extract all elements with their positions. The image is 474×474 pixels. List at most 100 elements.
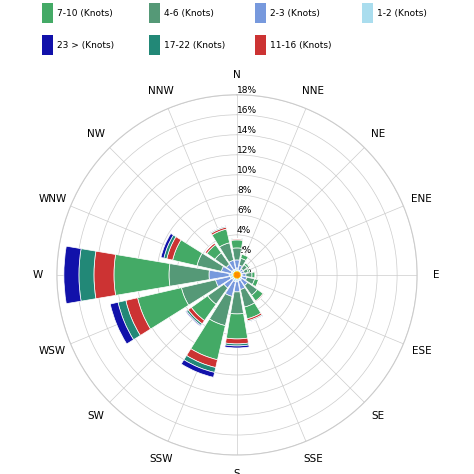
Bar [64, 246, 81, 304]
Bar [237, 277, 240, 281]
Bar [241, 264, 247, 271]
Bar [225, 281, 236, 296]
Bar [240, 278, 247, 285]
Bar [247, 315, 263, 322]
Bar [255, 280, 259, 287]
Bar [245, 303, 261, 319]
Bar [197, 253, 223, 271]
Bar [230, 275, 235, 279]
Bar [226, 338, 248, 344]
Bar [227, 264, 234, 272]
Bar [208, 284, 228, 304]
Bar [205, 243, 216, 254]
Bar [210, 293, 232, 326]
Bar [239, 271, 241, 273]
Bar [240, 274, 242, 276]
Bar [231, 238, 243, 239]
Bar [255, 293, 264, 302]
FancyBboxPatch shape [149, 3, 159, 23]
Bar [235, 260, 239, 268]
Bar [242, 273, 246, 276]
Bar [182, 280, 219, 305]
Bar [244, 263, 249, 268]
Bar [248, 316, 263, 322]
Bar [110, 302, 134, 344]
Bar [240, 288, 255, 307]
Bar [252, 279, 258, 287]
Bar [209, 270, 229, 280]
Bar [205, 243, 214, 252]
Bar [219, 243, 234, 262]
Bar [233, 277, 237, 282]
Bar [236, 268, 238, 272]
Text: 17-22 (Knots): 17-22 (Knots) [164, 41, 225, 49]
Polygon shape [234, 272, 240, 278]
FancyBboxPatch shape [42, 3, 53, 23]
Bar [239, 277, 242, 280]
Bar [181, 360, 215, 377]
Bar [247, 313, 262, 321]
Bar [173, 240, 202, 266]
Bar [229, 260, 236, 270]
Bar [187, 349, 218, 367]
Text: 2-3 (Knots): 2-3 (Knots) [270, 9, 320, 18]
Bar [246, 277, 255, 284]
Bar [231, 239, 243, 240]
Bar [239, 273, 241, 274]
Bar [94, 251, 116, 299]
Bar [256, 294, 264, 302]
Text: 4-6 (Knots): 4-6 (Knots) [164, 9, 214, 18]
Bar [231, 240, 243, 248]
Bar [225, 343, 249, 346]
Bar [234, 282, 240, 292]
Bar [246, 273, 252, 277]
Bar [188, 308, 204, 324]
Bar [231, 272, 235, 274]
Bar [238, 280, 245, 290]
Bar [210, 226, 226, 233]
Bar [186, 310, 202, 326]
Bar [164, 235, 176, 259]
Bar [245, 283, 257, 295]
Text: 23 > (Knots): 23 > (Knots) [57, 41, 114, 49]
Bar [137, 288, 189, 329]
Text: 11-16 (Knots): 11-16 (Knots) [270, 41, 332, 49]
Bar [186, 311, 201, 326]
Bar [241, 271, 244, 274]
Bar [252, 272, 255, 278]
Bar [224, 278, 234, 288]
Bar [169, 264, 210, 286]
FancyBboxPatch shape [42, 35, 53, 55]
Bar [229, 273, 234, 276]
Bar [215, 253, 229, 267]
Bar [227, 313, 247, 339]
Bar [239, 258, 246, 266]
Bar [243, 269, 248, 273]
Bar [233, 248, 241, 260]
Bar [221, 266, 232, 273]
Bar [232, 277, 235, 280]
FancyBboxPatch shape [362, 3, 373, 23]
Bar [232, 270, 235, 273]
Bar [210, 226, 226, 233]
Bar [239, 275, 242, 278]
Text: 7-10 (Knots): 7-10 (Knots) [57, 9, 113, 18]
Bar [241, 276, 247, 280]
Bar [118, 301, 140, 340]
Text: 1-2 (Knots): 1-2 (Knots) [377, 9, 427, 18]
Bar [225, 345, 249, 348]
Bar [167, 237, 181, 260]
Bar [212, 229, 229, 247]
Bar [191, 296, 216, 320]
Bar [191, 319, 225, 360]
Bar [79, 249, 96, 301]
FancyBboxPatch shape [149, 35, 159, 55]
FancyBboxPatch shape [255, 35, 266, 55]
Bar [161, 234, 173, 258]
Bar [184, 356, 216, 373]
Bar [216, 276, 231, 287]
Bar [238, 265, 242, 271]
Bar [126, 298, 151, 336]
Bar [236, 278, 238, 282]
Bar [252, 290, 263, 301]
